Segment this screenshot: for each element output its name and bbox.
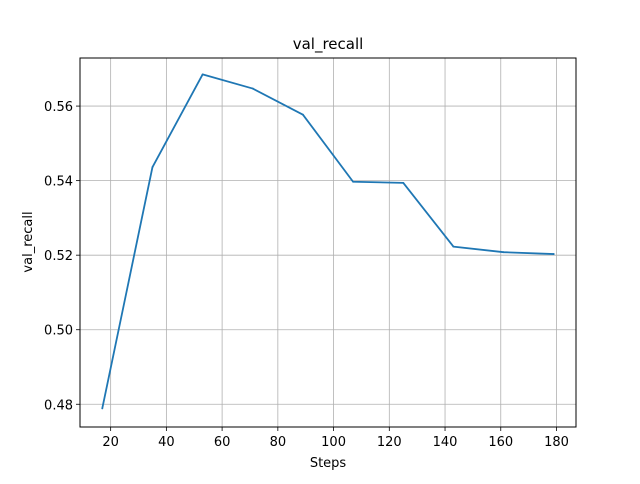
series-line-0 — [101, 73, 555, 410]
x-tick-label: 20 — [102, 435, 119, 450]
x-tick-label: 180 — [544, 435, 569, 450]
data-point — [251, 87, 254, 90]
x-tick-label: 100 — [321, 435, 346, 450]
data-point — [402, 181, 405, 184]
y-tick-label: 0.50 — [44, 324, 73, 339]
plot-frame — [79, 57, 577, 428]
data-point — [302, 113, 304, 116]
x-tick-label: 60 — [214, 435, 231, 450]
y-tick-label: 0.52 — [44, 249, 73, 264]
data-point — [352, 180, 354, 183]
x-tick-label: 120 — [377, 435, 402, 450]
data-point — [502, 251, 505, 254]
y-tick-label: 0.48 — [44, 398, 73, 413]
x-tick-label: 160 — [488, 435, 513, 450]
grid-lines — [80, 58, 576, 427]
data-point — [201, 73, 204, 76]
y-axis-label: val_recall — [21, 211, 36, 272]
data-point — [552, 253, 555, 255]
axis-ticks: 20 40 60 80 100 120 140 160 180 0.48 0.50 0.52 0.54 0… — [44, 100, 569, 450]
y-tick-label: 0.54 — [44, 175, 73, 190]
chart-title: val_recall — [293, 35, 364, 54]
x-tick-label: 40 — [158, 435, 175, 450]
data-point — [452, 245, 455, 248]
x-tick-label: 140 — [433, 435, 458, 450]
data-point — [101, 407, 104, 410]
plot-series — [101, 73, 555, 410]
x-tick-label: 80 — [270, 435, 287, 450]
data-point — [151, 166, 154, 169]
x-axis-label: Steps — [310, 456, 347, 471]
y-tick-label: 0.56 — [44, 100, 73, 115]
